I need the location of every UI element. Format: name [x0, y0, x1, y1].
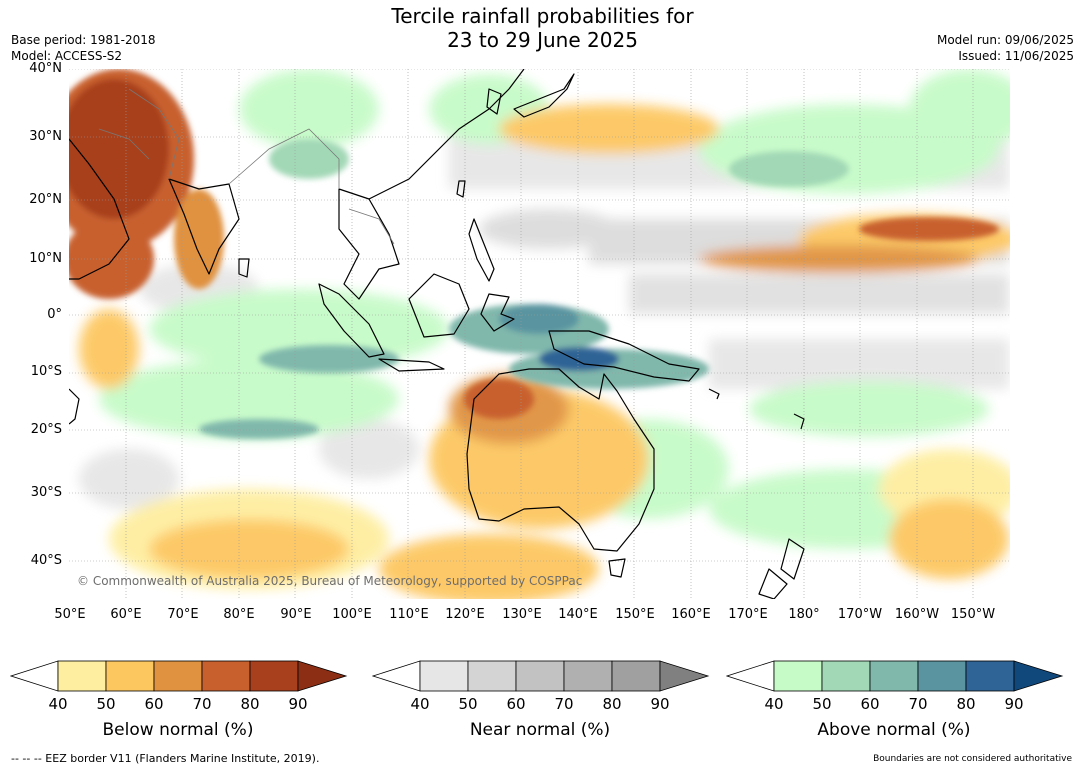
lon-label: 150°E — [615, 607, 655, 622]
lon-label: 120°E — [445, 607, 485, 622]
colorbar-above-title: Above normal (%) — [817, 720, 971, 740]
colorbar-near-tick: 90 — [650, 695, 670, 713]
colorbar-below-normal — [9, 660, 350, 698]
lon-label: 80°E — [223, 607, 255, 622]
lat-label: 20°N — [29, 192, 62, 207]
lon-label: 100°E — [332, 607, 372, 622]
lat-label: 0° — [47, 307, 62, 322]
colorbar-below-swatch — [153, 660, 203, 692]
colorbar-above-tick: 40 — [764, 695, 784, 713]
colorbar-below-tick: 80 — [240, 695, 260, 713]
colorbar-near-swatch — [419, 660, 469, 692]
colorbar-above-tick: 70 — [908, 695, 928, 713]
eez-border-note: -- -- -- EEZ border V11 (Flanders Marine… — [11, 752, 320, 765]
colorbar-near-swatch — [611, 660, 661, 692]
colorbar-below-swatch — [105, 660, 155, 692]
lat-label: 20°S — [30, 422, 62, 437]
colorbar-above-tick: 50 — [812, 695, 832, 713]
colorbar-above-tick: 80 — [956, 695, 976, 713]
colorbar-above-tick: 90 — [1004, 695, 1024, 713]
meta-right: Model run: 09/06/2025 Issued: 11/06/2025 — [937, 32, 1074, 64]
colorbar-below-tick: 60 — [144, 695, 164, 713]
lon-label: 170°E — [728, 607, 768, 622]
lon-label: 160°E — [671, 607, 711, 622]
issued-text: Issued: 11/06/2025 — [958, 49, 1074, 63]
colorbar-below-tick: 50 — [96, 695, 116, 713]
colorbar-above-high-extension — [1013, 660, 1064, 692]
lon-label: 110°E — [389, 607, 429, 622]
title-line-2: 23 to 29 June 2025 — [447, 28, 638, 52]
model-text: Model: ACCESS-S2 — [11, 49, 123, 63]
lat-label: 10°S — [30, 364, 62, 379]
colorbar-near-tick: 80 — [602, 695, 622, 713]
colorbar-near-swatch — [515, 660, 565, 692]
lon-label: 70°E — [167, 607, 199, 622]
colorbar-below-swatch — [57, 660, 107, 692]
lon-label: 180° — [788, 607, 820, 622]
colorbar-above-low-extension — [725, 660, 775, 692]
lon-label: 90°E — [280, 607, 312, 622]
colorbar-below-high-extension — [297, 660, 348, 692]
colorbar-below-swatch — [249, 660, 299, 692]
colorbar-above-swatches — [725, 660, 1064, 692]
colorbar-above-normal — [725, 660, 1066, 698]
map-title: Tercile rainfall probabilities for 23 to… — [0, 4, 1085, 52]
lon-label: 130°E — [502, 607, 542, 622]
map-area — [69, 69, 1010, 599]
lat-label: 40°N — [29, 61, 62, 76]
lon-label: 150°W — [950, 607, 996, 622]
colorbar-above-swatch — [917, 660, 967, 692]
lat-label: 30°N — [29, 129, 62, 144]
colorbar-below-tick: 90 — [288, 695, 308, 713]
colorbar-near-swatch — [563, 660, 613, 692]
colorbar-near-tick: 50 — [458, 695, 478, 713]
gridlines — [69, 69, 1010, 599]
lon-label: 170°W — [837, 607, 883, 622]
country-borders — [98, 88, 395, 245]
colorbar-near-tick: 40 — [410, 695, 430, 713]
colorbar-above-tick: 60 — [860, 695, 880, 713]
colorbar-below-title: Below normal (%) — [102, 720, 254, 740]
colorbar-above-swatch — [773, 660, 823, 692]
colorbar-below-tick: 70 — [192, 695, 212, 713]
colorbar-near-swatches — [371, 660, 710, 692]
coastlines — [69, 69, 805, 599]
colorbar-above-swatch — [869, 660, 919, 692]
colorbar-near-swatch — [467, 660, 517, 692]
title-line-1: Tercile rainfall probabilities for — [391, 4, 694, 28]
lon-label: 140°E — [558, 607, 598, 622]
colorbar-near-high-extension — [659, 660, 710, 692]
colorbar-below-tick: 40 — [48, 695, 68, 713]
colorbar-near-title: Near normal (%) — [469, 720, 611, 740]
colorbar-above-swatch — [821, 660, 871, 692]
probability-shading — [69, 69, 1010, 599]
colorbar-below-low-extension — [9, 660, 59, 692]
lon-label: 60°E — [110, 607, 142, 622]
lat-label: 40°S — [30, 553, 62, 568]
lat-label: 30°S — [30, 485, 62, 500]
lon-label: 160°W — [894, 607, 940, 622]
colorbar-below-swatches — [9, 660, 348, 692]
colorbar-near-normal — [371, 660, 712, 698]
colorbar-above-swatch — [965, 660, 1015, 692]
lon-label: 50°E — [54, 607, 86, 622]
meta-left: Base period: 1981-2018 Model: ACCESS-S2 — [11, 32, 156, 64]
lat-label: 10°N — [29, 251, 62, 266]
map-canvas — [69, 69, 1010, 599]
colorbar-near-tick: 70 — [554, 695, 574, 713]
model-run-text: Model run: 09/06/2025 — [936, 33, 1074, 47]
colorbar-below-swatch — [201, 660, 251, 692]
copyright-note: © Commonwealth of Australia 2025, Bureau… — [77, 574, 583, 588]
colorbar-near-tick: 60 — [506, 695, 526, 713]
boundaries-disclaimer: Boundaries are not considered authoritat… — [873, 754, 1072, 764]
base-period-text: Base period: 1981-2018 — [11, 33, 156, 47]
colorbar-near-low-extension — [371, 660, 421, 692]
